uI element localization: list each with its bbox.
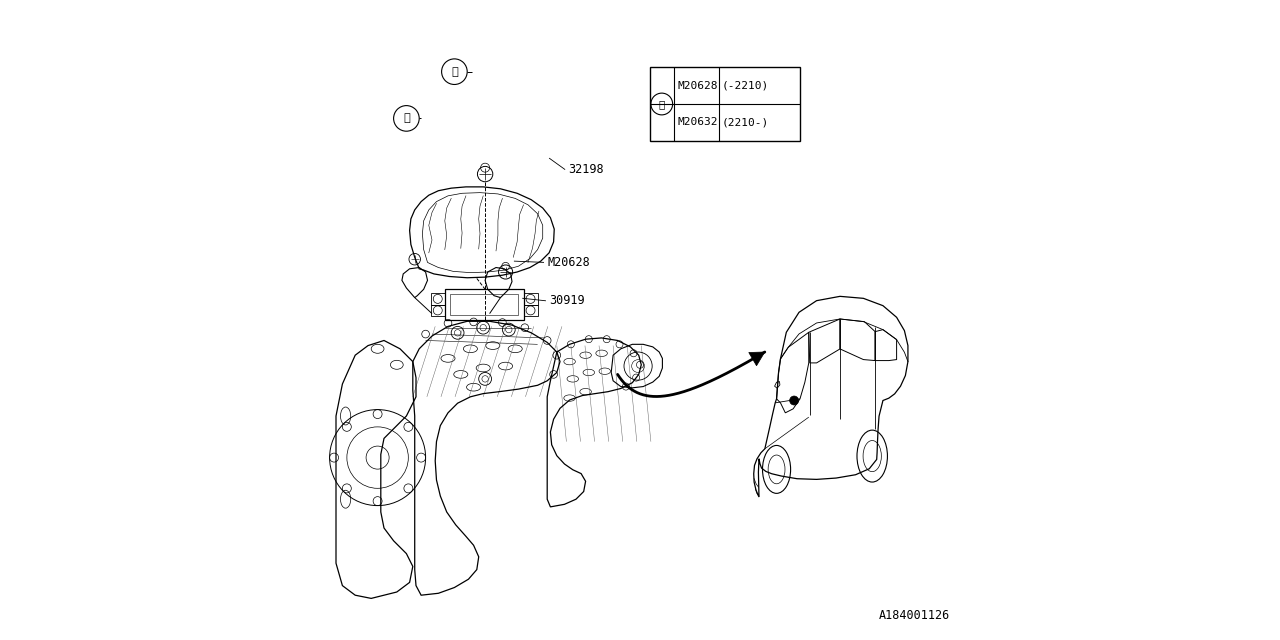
Text: A184001126: A184001126 [879,609,950,622]
Bar [650,67,800,141]
Text: M20628: M20628 [677,81,718,91]
Circle shape [790,396,799,405]
Text: ①: ① [659,99,664,109]
Text: ①: ① [403,113,410,124]
Text: (2210-): (2210-) [722,117,769,127]
Text: ①: ① [451,67,458,77]
Text: (-2210): (-2210) [722,81,769,91]
Text: M20628: M20628 [548,256,590,269]
Text: 32198: 32198 [568,163,604,176]
Polygon shape [749,352,765,365]
Text: M20632: M20632 [677,117,718,127]
Text: 30919: 30919 [549,294,585,307]
